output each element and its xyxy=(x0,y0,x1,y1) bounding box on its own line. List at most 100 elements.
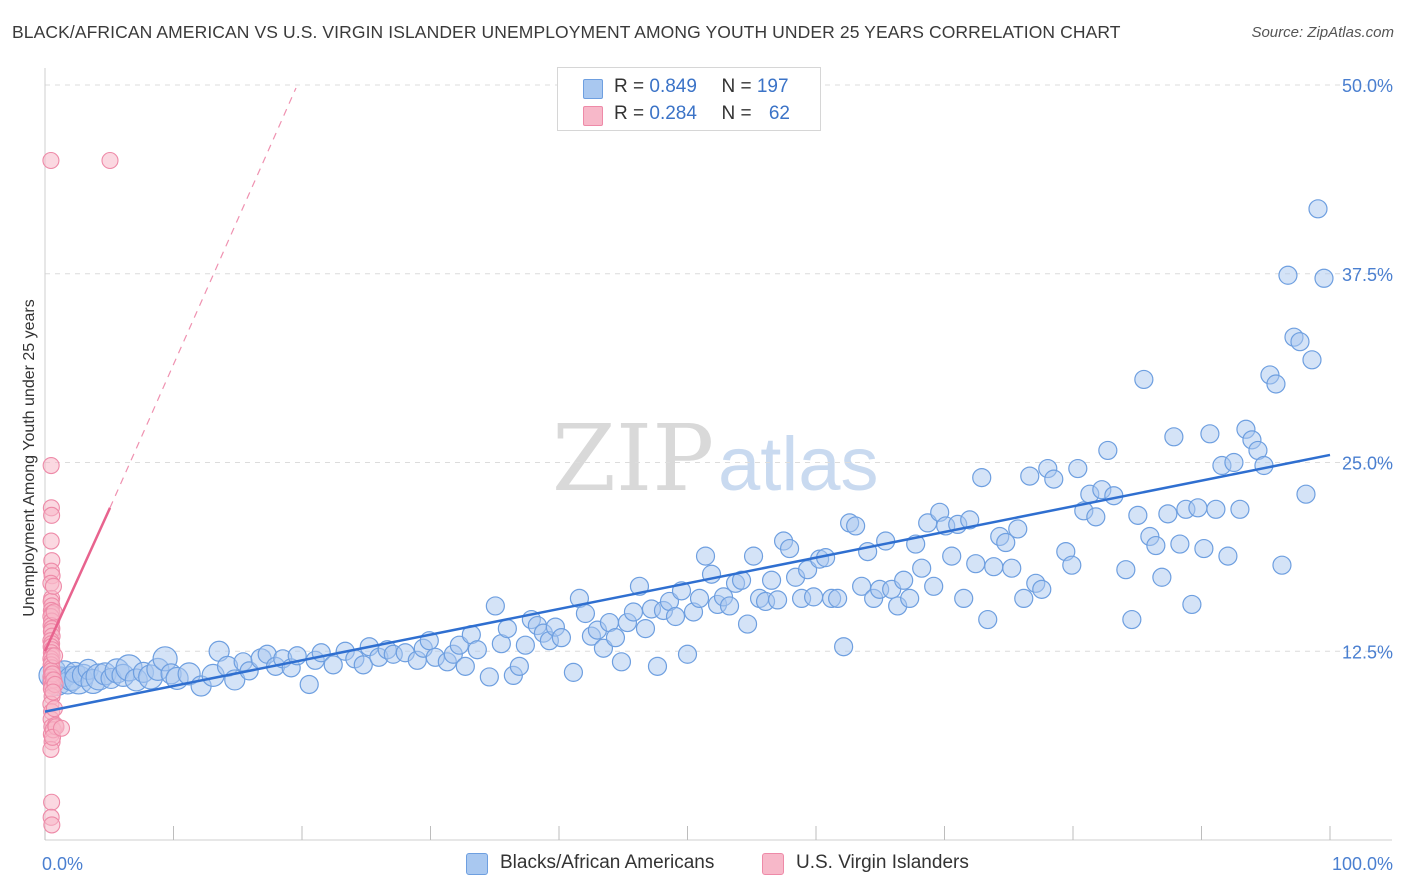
blue-point xyxy=(834,637,854,657)
blue-point xyxy=(1020,466,1040,486)
blue-point xyxy=(1278,265,1298,285)
blue-point xyxy=(563,662,584,682)
blue-point xyxy=(912,558,932,578)
pink-swatch xyxy=(583,106,603,126)
blue-point xyxy=(323,655,343,675)
blue-point xyxy=(743,546,764,566)
blue-point xyxy=(828,588,848,609)
blue-point xyxy=(1128,505,1148,525)
blue-point xyxy=(942,546,962,566)
blue-point xyxy=(1032,579,1052,599)
blue-point xyxy=(1182,594,1202,615)
pink-point xyxy=(42,456,60,475)
blue-point xyxy=(900,588,920,609)
blue-point xyxy=(1044,469,1064,489)
legend-pink-n-label: N = xyxy=(721,103,757,124)
blue-point xyxy=(1254,455,1274,476)
x-tick-label-left: 0.0% xyxy=(42,854,83,874)
blue-point xyxy=(575,603,596,624)
blue-point xyxy=(761,570,782,590)
legend-blue-r-label: R = xyxy=(614,76,650,97)
blue-legend-label: Blacks/African Americans xyxy=(500,852,715,873)
legend-blue-r-value: 0.849 xyxy=(649,76,697,97)
blue-point xyxy=(455,656,475,676)
blue-point xyxy=(1002,558,1022,578)
pink-point xyxy=(43,793,61,811)
pink-point xyxy=(44,683,62,701)
blue-point xyxy=(695,546,716,566)
pink-point xyxy=(52,719,71,737)
blue-point xyxy=(449,635,469,655)
blue-point xyxy=(1068,458,1088,479)
blue-point xyxy=(972,468,992,488)
blue-point xyxy=(485,596,505,616)
pink-point xyxy=(43,506,61,524)
blue-point xyxy=(497,618,517,639)
blue-point xyxy=(1098,440,1118,461)
blue-point xyxy=(647,656,668,676)
pink-legend-label: U.S. Virgin Islanders xyxy=(796,852,969,873)
blue-point xyxy=(1134,369,1154,390)
pink-trendline xyxy=(43,507,112,652)
blue-point xyxy=(846,516,866,536)
pink-point xyxy=(44,577,63,595)
legend-pink-r-value: 0.284 xyxy=(649,103,697,124)
blue-point xyxy=(876,531,896,551)
blue-point xyxy=(894,570,914,590)
blue-point xyxy=(665,606,686,627)
blue-point xyxy=(515,635,535,655)
blue-point xyxy=(467,640,487,660)
blue-legend-swatch xyxy=(466,853,488,875)
blue-point xyxy=(954,588,974,609)
blue-point xyxy=(1146,535,1166,556)
y-axis-title: Unemployment Among Youth under 25 years xyxy=(21,299,38,617)
blue-point xyxy=(803,587,824,607)
blue-trendline xyxy=(44,453,1331,713)
blue-point xyxy=(1206,499,1226,519)
blue-point xyxy=(1188,498,1208,518)
blue-point xyxy=(719,596,740,616)
blue-point xyxy=(1008,519,1028,539)
y-tick-label: 12.5% xyxy=(1342,642,1393,662)
blue-point xyxy=(1194,538,1214,559)
blue-point xyxy=(924,576,944,596)
x-tick-label-right: 100.0% xyxy=(1332,854,1393,874)
pink-point xyxy=(42,151,60,170)
blue-point xyxy=(1272,555,1292,575)
blue-point xyxy=(689,588,710,609)
blue-point xyxy=(605,628,626,648)
legend-pink-n-value: 62 xyxy=(768,103,790,124)
blue-point xyxy=(737,614,758,634)
blue-point xyxy=(1266,374,1286,394)
blue-point xyxy=(1014,588,1034,609)
blue-point xyxy=(611,652,632,672)
y-tick-label: 25.0% xyxy=(1342,454,1393,474)
y-tick-label: 37.5% xyxy=(1342,265,1393,285)
watermark-atlas: atlas xyxy=(718,422,879,507)
watermark-zip: ZIP xyxy=(552,405,714,512)
blue-point xyxy=(978,609,998,630)
blue-point xyxy=(593,638,614,658)
blue-swatch xyxy=(583,79,603,99)
pink-point xyxy=(42,532,60,550)
blue-point xyxy=(1290,332,1310,352)
blue-point xyxy=(1296,484,1316,504)
blue-point xyxy=(1218,546,1238,566)
blue-point xyxy=(1062,555,1082,575)
blue-point xyxy=(767,590,788,610)
y-tick-label: 50.0% xyxy=(1342,76,1393,96)
blue-point xyxy=(353,655,373,675)
blue-point xyxy=(1224,452,1244,473)
blue-point xyxy=(1170,534,1190,554)
blue-point xyxy=(1200,424,1220,444)
pink-legend-swatch xyxy=(762,853,784,875)
blue-point xyxy=(1116,560,1136,580)
blue-point xyxy=(1230,499,1250,519)
blue-point xyxy=(623,602,644,622)
blue-point xyxy=(1152,567,1172,587)
pink-point xyxy=(46,647,64,665)
blue-point xyxy=(996,532,1016,553)
blue-point xyxy=(797,560,818,580)
blue-point xyxy=(509,656,529,676)
